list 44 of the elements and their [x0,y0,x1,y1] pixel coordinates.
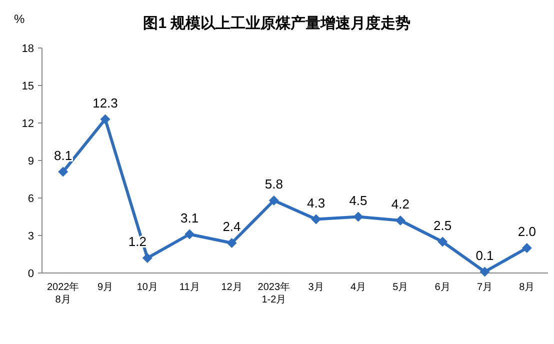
y-tick-label: 6 [28,193,34,205]
x-tick-label: 2023年 1-2月 [258,281,290,306]
data-label: 2.5 [434,218,452,233]
x-tick-label: 11月 [179,282,200,293]
data-label: 0.1 [476,248,494,263]
point [480,266,490,277]
point [226,238,237,248]
x-tick-label: 3月 [308,282,324,293]
y-tick-label: 9 [28,156,34,168]
y-axis-title: % [14,12,25,26]
y-tick-label: 18 [22,43,34,55]
data-label: 5.8 [264,176,283,192]
data-label: 2.4 [222,219,241,234]
data-label: 4.2 [391,196,410,212]
point [395,216,406,226]
point [522,243,532,253]
point [438,236,448,247]
point [184,229,195,240]
data-label: 4.3 [307,195,326,210]
x-tick-label: 9月 [97,282,114,293]
x-tick-label: 8月 [519,282,535,293]
x-tick-label: 10月 [136,282,158,293]
x-tick-label: 6月 [434,282,450,293]
x-tick-label: 5月 [392,282,408,293]
y-tick-label: 15 [22,80,34,92]
y-tick-label: 12 [22,118,34,130]
x-tick-label: 7月 [476,282,493,293]
data-label: 4.5 [349,192,368,208]
data-label: 3.1 [180,210,199,226]
x-tick-label: 4月 [350,282,366,293]
point [100,114,110,124]
data-label: 8.1 [54,148,72,163]
chart-title: 图1 规模以上工业原煤产量增速月度走势 [143,14,411,32]
data-label: 12.3 [92,95,118,110]
y-tick-label: 3 [28,230,34,242]
point [142,253,152,263]
point [353,212,364,222]
point [311,214,322,224]
point [268,196,279,206]
x-tick-label: 2022年 8月 [46,281,80,306]
data-label: 2.0 [518,224,536,239]
x-tick-label: 12月 [221,282,242,293]
y-tick-label: 0 [28,268,34,280]
point [58,166,68,177]
